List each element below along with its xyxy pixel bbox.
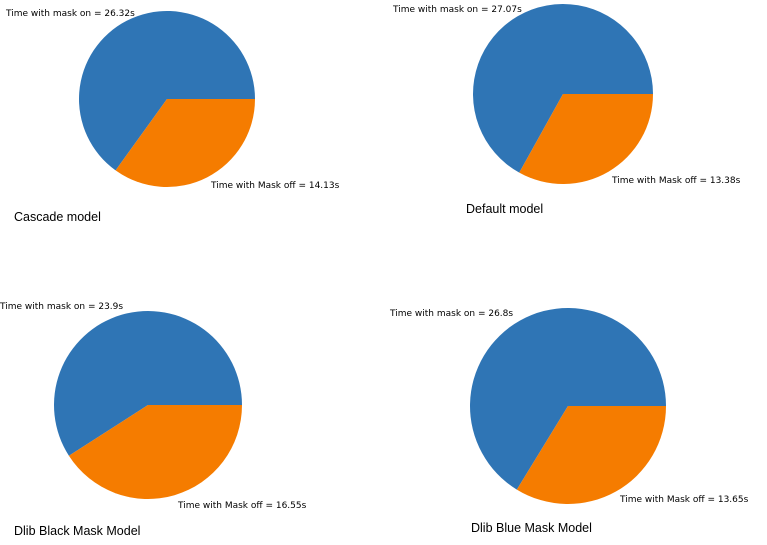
slice-label-mask-off: Time with Mask off = 16.55s [177,501,307,511]
pie-chart-dlib-black: Time with mask on = 23.9s Time with Mask … [0,272,383,545]
slice-label-mask-off: Time with Mask off = 13.38s [611,176,741,186]
slice-label-mask-on: Time with mask on = 26.8s [389,309,513,319]
pie-chart-default: Time with mask on = 27.07s Time with Mask… [383,0,767,272]
slice-label-mask-off: Time with Mask off = 13.65s [619,495,749,505]
pie-slice-mask-off [519,94,653,184]
pie-slice-mask-on [78,10,256,171]
slice-label-mask-on: Time with mask on = 27.07s [392,5,522,15]
chart-caption: Cascade model [14,210,101,224]
pie-svg: Time with mask on = 26.8s Time with Mask … [389,307,749,505]
slice-label-mask-off: Time with Mask off = 14.13s [210,181,340,191]
pie-chart-cascade: Time with mask on = 26.32s Time with Mask… [0,0,383,272]
pie-svg: Time with mask on = 27.07s Time with Mask… [392,3,741,186]
pie-svg: Time with mask on = 23.9s Time with Mask … [0,302,307,511]
slice-label-mask-on: Time with mask on = 23.9s [0,302,123,312]
pie-slice-mask-on [53,311,243,456]
chart-caption: Default model [466,202,544,216]
chart-caption: Dlib Blue Mask Model [471,521,592,535]
chart-caption: Dlib Black Mask Model [14,524,141,538]
pie-svg: Time with mask on = 26.32s Time with Mask… [5,9,340,191]
slice-label-mask-on: Time with mask on = 26.32s [5,9,135,19]
pie-slice-mask-on [473,3,653,173]
pie-chart-dlib-blue: Time with mask on = 26.8s Time with Mask … [383,272,767,545]
pie-slice-mask-off [115,99,255,187]
pie-slice-mask-off [68,405,243,500]
pie-slice-mask-on [470,307,666,490]
pie-slice-mask-off [516,406,666,504]
